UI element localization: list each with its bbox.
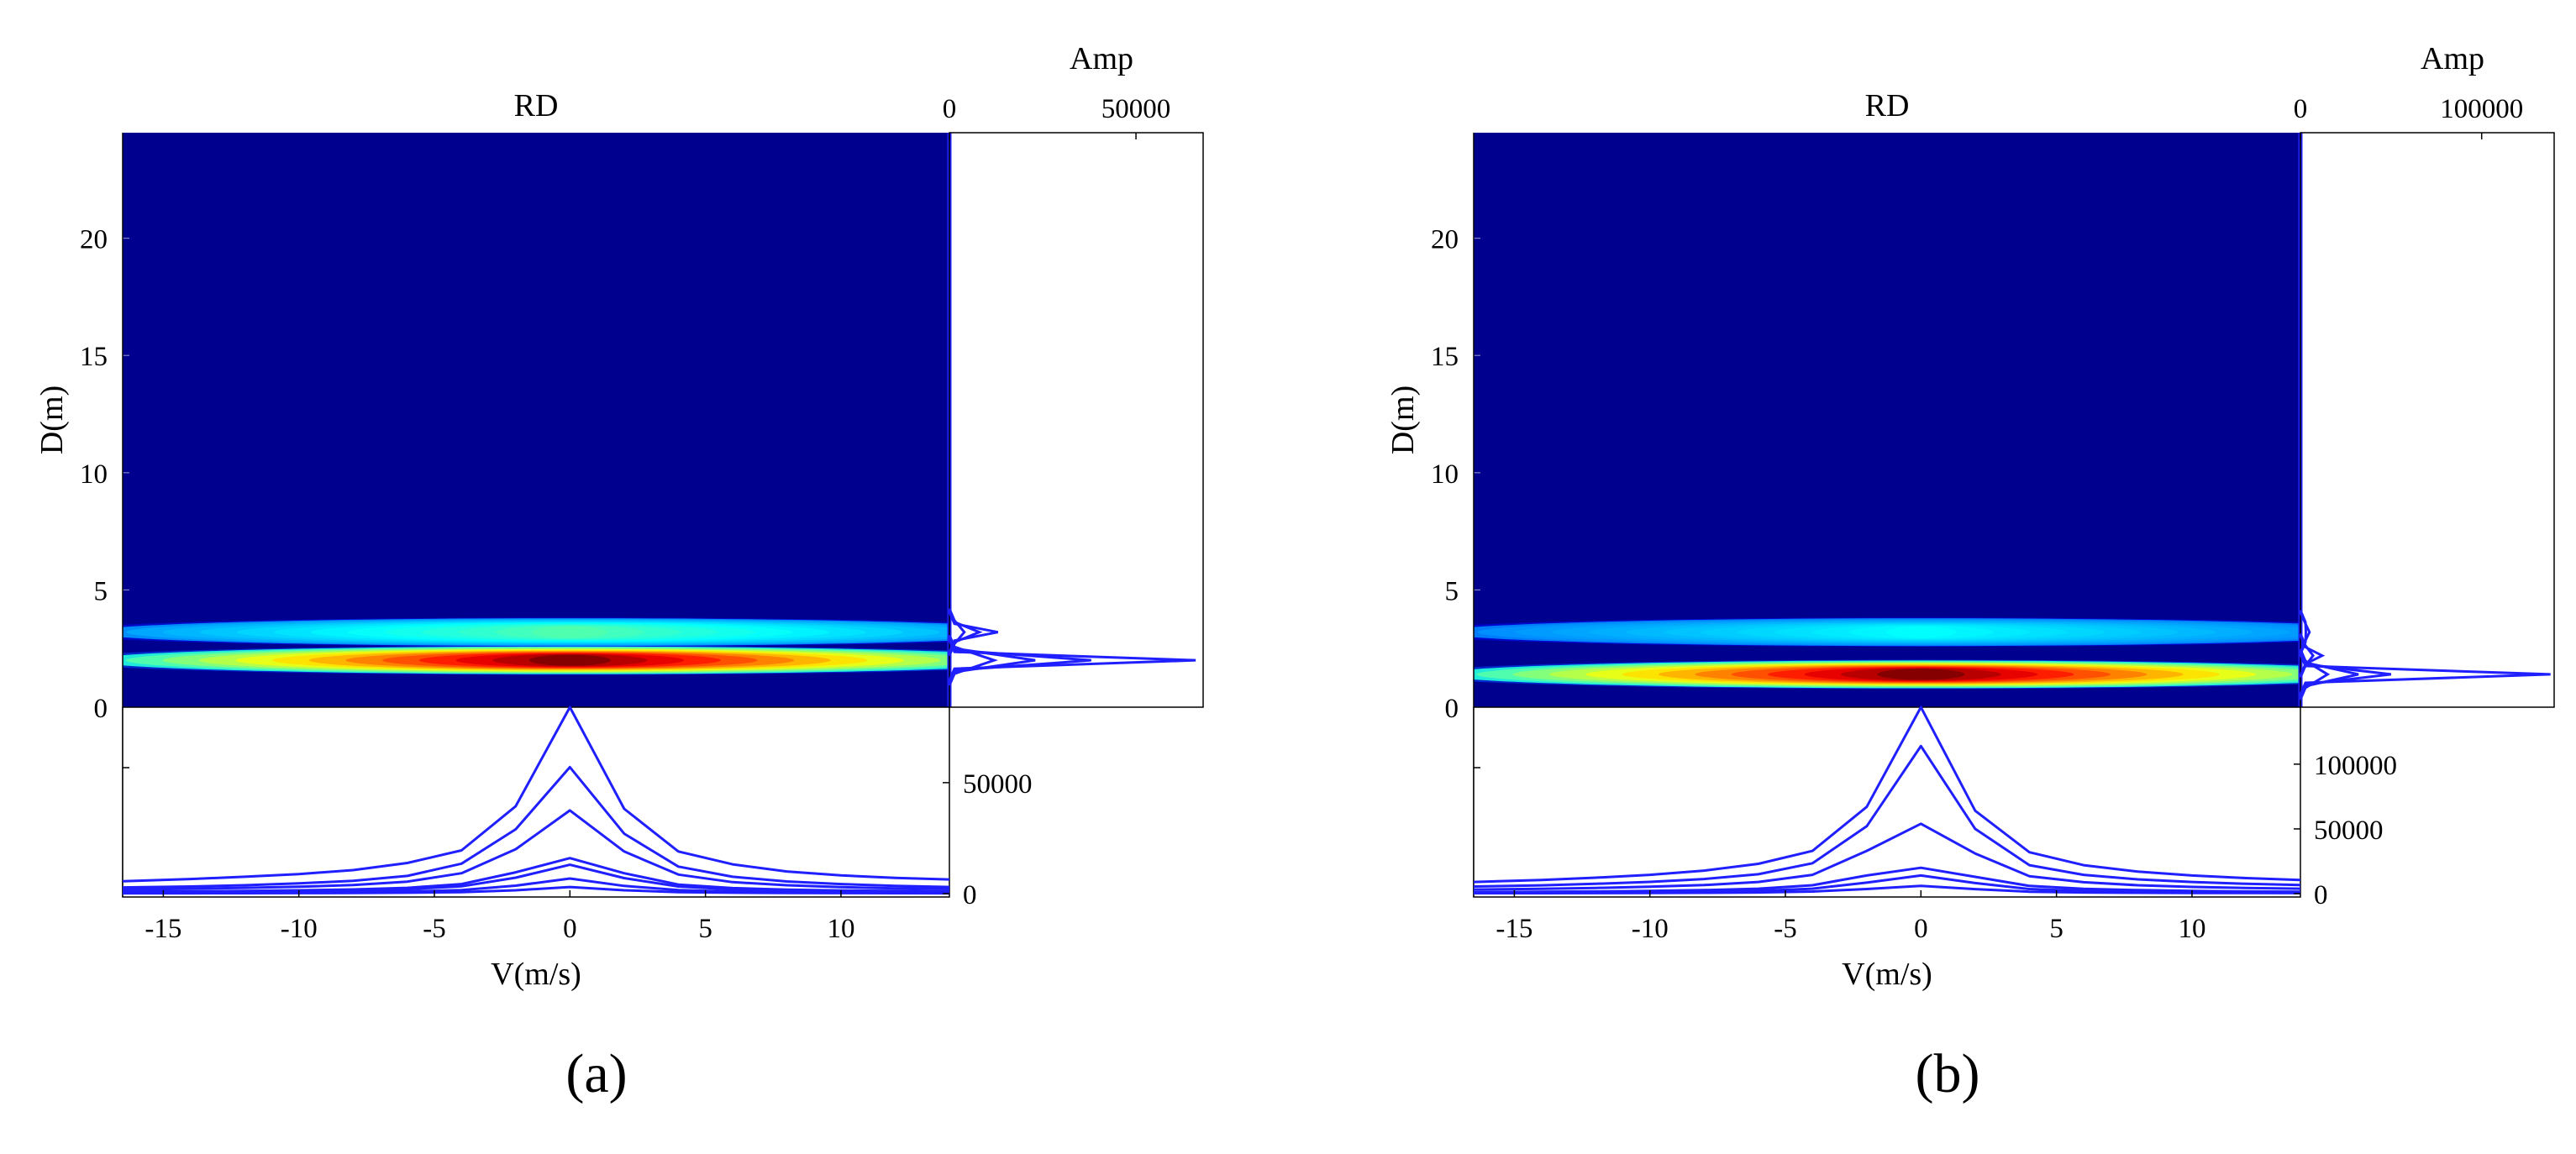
x-axis-label: V(m/s) (491, 957, 581, 992)
bottom-series-5 (1474, 884, 2301, 894)
x-tick-label-1: -10 (281, 914, 318, 944)
amp-tick-label-0: 0 (2294, 94, 2308, 124)
chart-title: RD (1865, 88, 1910, 123)
bottom-amp-tick-label-1: 50000 (2314, 816, 2384, 846)
y-tick-label-3: 15 (80, 342, 108, 372)
x-tick-label-5: 10 (827, 914, 854, 944)
side-profile-frame (949, 132, 1204, 708)
side-profile-lines (948, 608, 1196, 686)
x-tick-label-4: 5 (2049, 914, 2063, 944)
x-tick-label-5: 10 (2178, 914, 2205, 944)
heatmap-background (1474, 133, 2300, 707)
bottom-series-1 (122, 765, 950, 889)
x-tick-label-2: -5 (1774, 914, 1797, 944)
bottom-series-1 (1473, 744, 2301, 888)
panel-b: 0 100000 Amp 0 5 10 15 20 D(m) RD 0 50000 100000 -15 -… (1385, 41, 2555, 1104)
x-tick-label-3: 0 (1914, 914, 1928, 944)
bottom-series-0 (122, 706, 950, 883)
bottom-profile-lines (122, 706, 950, 895)
y-tick-label-4: 20 (1431, 225, 1459, 255)
bottom-series-2 (1473, 822, 2301, 891)
amp-tick-label-1: 50000 (1101, 94, 1171, 124)
amp-tick-label-1: 100000 (2440, 94, 2523, 124)
y-tick-label-2: 10 (1431, 459, 1459, 490)
side-peak-0-0 (948, 639, 1196, 681)
chart-title: RD (514, 88, 559, 123)
y-tick-label-4: 20 (80, 225, 108, 255)
y-tick-label-1: 5 (94, 576, 108, 606)
side-profile-lines (2299, 610, 2551, 700)
side-peak-2-1 (2299, 610, 2307, 655)
bottom-amp-tick-label-0: 0 (2314, 880, 2328, 910)
amp-axis-label: Amp (1070, 41, 1133, 76)
x-tick-label-0: -15 (145, 914, 181, 944)
amp-axis-label: Amp (2421, 41, 2484, 76)
y-tick-label-3: 15 (1431, 342, 1459, 372)
y-axis-label: D(m) (34, 386, 70, 454)
bottom-profile-frame (122, 706, 950, 898)
y-tick-label-1: 5 (1445, 576, 1459, 606)
side-peak-0-3 (2299, 648, 2331, 700)
hotspot-1-level-13 (532, 626, 608, 638)
bottom-amp-tick-label-0: 0 (963, 880, 977, 910)
y-tick-label-0: 0 (94, 694, 108, 724)
y-axis-label: D(m) (1385, 386, 1421, 454)
heatmap-background (123, 133, 949, 707)
y-tick-label-2: 10 (80, 459, 108, 490)
amp-tick-label-0: 0 (943, 94, 957, 124)
panel-label: (a) (565, 1043, 627, 1104)
bottom-series-0 (1473, 706, 2301, 884)
hotspot-0-level-13 (528, 654, 611, 666)
side-profile-frame (2300, 132, 2555, 708)
bottom-profile-lines (1473, 706, 2301, 894)
x-axis-label: V(m/s) (1842, 957, 1932, 992)
y-tick-label-0: 0 (1445, 694, 1459, 724)
hotspot-0-level-13 (1877, 669, 1965, 680)
hotspot-1-level-13 (1885, 626, 1956, 638)
bottom-profile-frame (1473, 706, 2301, 898)
bottom-amp-tick-label-1: 50000 (963, 769, 1033, 800)
panel-label: (b) (1916, 1043, 1980, 1104)
side-peak-1-0 (948, 611, 999, 653)
bottom-series-6 (123, 885, 950, 895)
x-tick-label-4: 5 (698, 914, 712, 944)
panel-a: 0 50000 Amp 0 5 10 15 20 D(m) RD 0 50000 -15 -10 -5 0 5 1… (34, 41, 1204, 1104)
side-peak-1-2 (948, 608, 966, 657)
x-tick-label-1: -10 (1632, 914, 1669, 944)
heatmap-hotspots (1474, 617, 2300, 690)
heatmap-hotspots (123, 617, 949, 675)
x-tick-label-3: 0 (563, 914, 577, 944)
side-peak-0-0 (2299, 653, 2551, 695)
bottom-series-2 (122, 809, 950, 891)
side-peak-0-1 (948, 637, 1091, 683)
bottom-amp-tick-label-2: 100000 (2314, 751, 2397, 781)
x-tick-label-0: -15 (1496, 914, 1532, 944)
x-tick-label-2: -5 (423, 914, 446, 944)
